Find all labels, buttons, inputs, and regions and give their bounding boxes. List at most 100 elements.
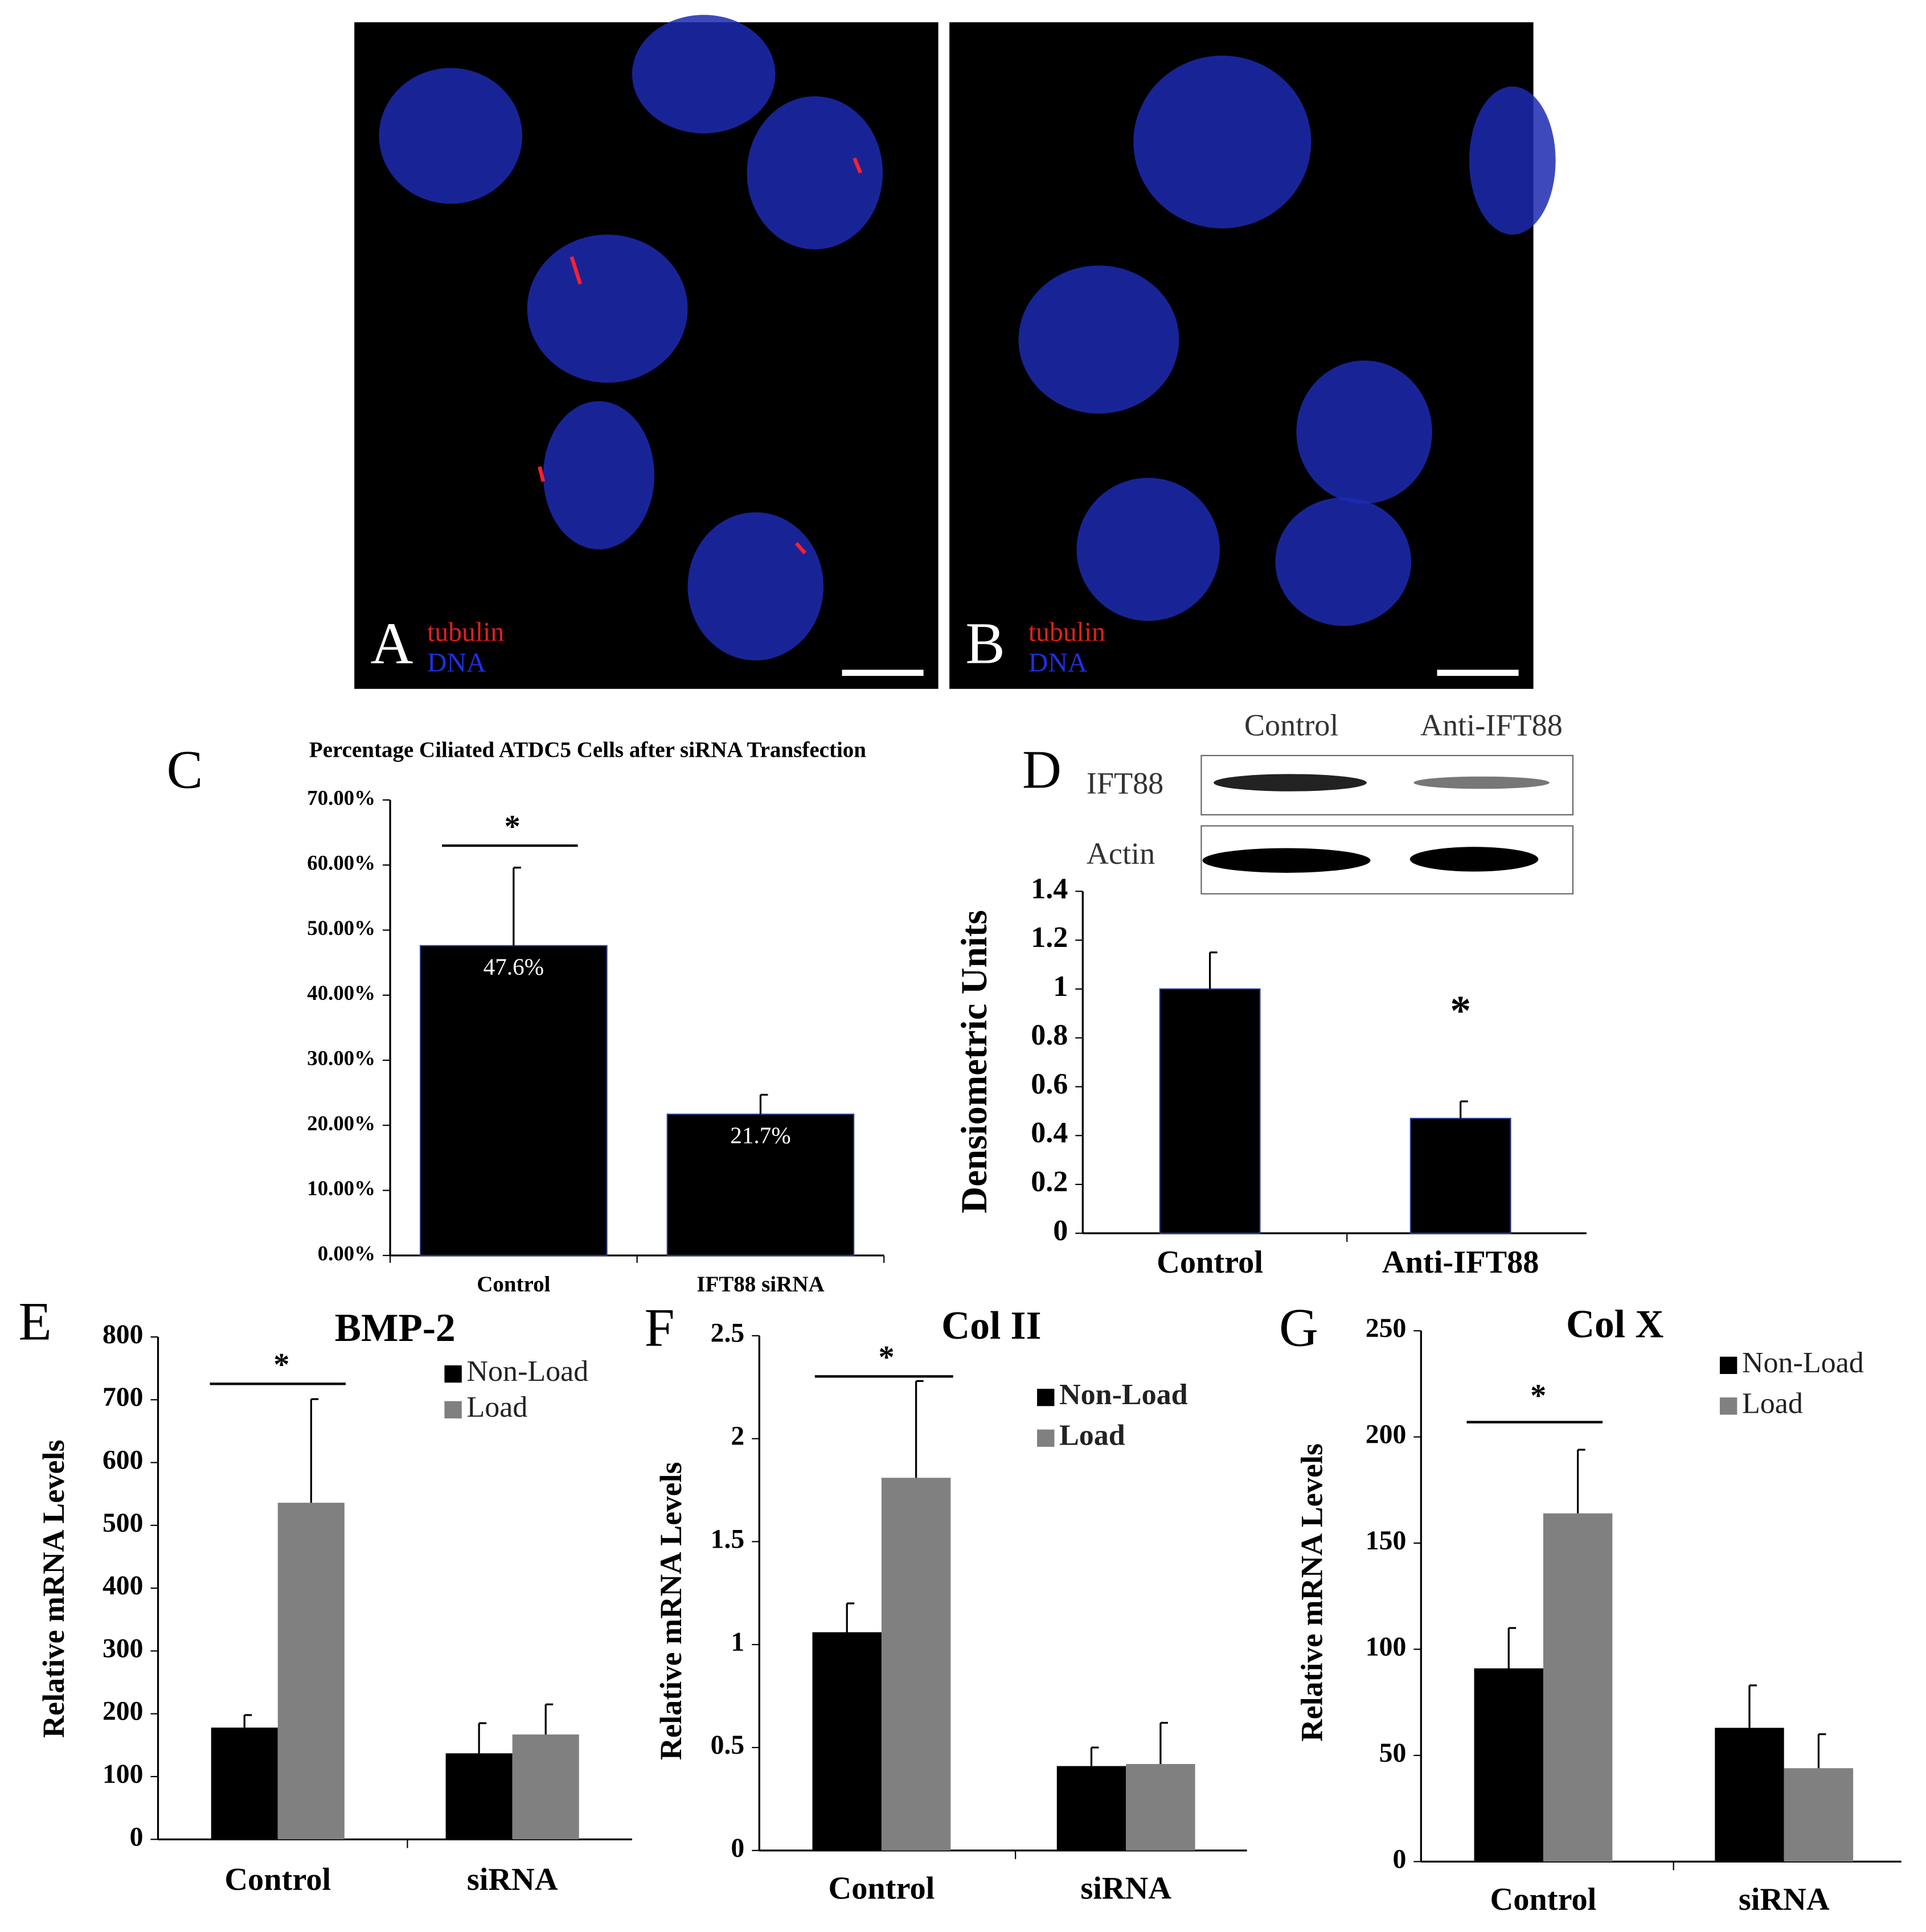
significance-star: * <box>878 1340 894 1375</box>
y-tick-label: 20.00% <box>307 1111 375 1135</box>
chart-title: Col X <box>1566 1303 1663 1347</box>
bar <box>211 1727 278 1840</box>
error-bar <box>513 867 521 946</box>
y-tick-label: 100 <box>1366 1632 1407 1662</box>
x-tick-label: siRNA <box>467 1862 558 1897</box>
y-tick-label: 400 <box>103 1571 144 1601</box>
significance-star: * <box>1450 987 1471 1033</box>
bar <box>1474 1668 1543 1862</box>
legend-swatch <box>1719 1356 1738 1375</box>
x-tick-label: Control <box>1157 1245 1263 1280</box>
error-bar <box>243 1714 252 1728</box>
bar <box>1159 988 1261 1234</box>
stain-label: tubulin <box>427 617 504 647</box>
bar <box>666 1113 855 1256</box>
y-tick-label: 1.4 <box>1031 872 1068 905</box>
bar <box>881 1478 951 1851</box>
y-tick-label: 0.5 <box>711 1730 745 1760</box>
legend-swatch <box>444 1365 462 1383</box>
error-bar <box>915 1380 924 1478</box>
chart-title: Col II <box>941 1304 1041 1348</box>
y-tick-label: 10.00% <box>307 1176 375 1200</box>
stain-label: DNA <box>1028 649 1088 678</box>
blot-row: IFT88 <box>1087 766 1163 801</box>
micrograph-b: B tubulin DNA <box>949 22 1556 689</box>
legend-label: Non-Load <box>466 1355 588 1388</box>
error-bar <box>1748 1684 1757 1728</box>
bar <box>1056 1766 1126 1851</box>
legend-label: Load <box>466 1391 527 1424</box>
y-tick-label: 250 <box>1366 1314 1407 1343</box>
significance-star: * <box>505 809 521 844</box>
legend-label: Non-Load <box>1742 1347 1864 1379</box>
bar <box>1409 1118 1511 1234</box>
y-tick-label: 0.4 <box>1031 1117 1068 1149</box>
y-tick-label: 50.00% <box>307 916 375 940</box>
x-tick-label: Control <box>829 1871 935 1906</box>
error-bar <box>846 1602 855 1632</box>
error-bar <box>1817 1733 1826 1769</box>
y-tick-label: 1.5 <box>711 1524 745 1554</box>
bar <box>420 945 608 1256</box>
bar <box>277 1503 345 1840</box>
legend-label: Load <box>1742 1387 1803 1420</box>
x-tick-label: siRNA <box>1080 1871 1171 1906</box>
legend-swatch <box>444 1401 462 1419</box>
y-axis-label: Relative mRNA Levels <box>1294 1443 1329 1742</box>
y-tick-label: 1 <box>731 1627 744 1657</box>
y-axis-label: Relative mRNA Levels <box>654 1462 688 1760</box>
chart-title: BMP-2 <box>335 1306 456 1350</box>
error-bar <box>544 1703 554 1735</box>
x-tick-label: Control <box>224 1862 331 1897</box>
y-tick-label: 50 <box>1379 1738 1407 1768</box>
y-tick-label: 700 <box>103 1383 144 1412</box>
y-tick-label: 0.8 <box>1031 1019 1068 1052</box>
y-tick-label: 500 <box>103 1508 144 1538</box>
y-tick-label: 800 <box>103 1320 144 1349</box>
significance-star: * <box>273 1347 289 1383</box>
legend-label: Non-Load <box>1059 1379 1188 1411</box>
bar <box>1126 1763 1195 1851</box>
y-tick-label: 2.5 <box>711 1319 745 1348</box>
panel-letter: D <box>1022 739 1062 799</box>
error-bar <box>759 1093 768 1114</box>
panel-letter: B <box>965 610 1005 676</box>
bar <box>512 1734 579 1840</box>
stain-label: tubulin <box>1028 617 1105 647</box>
western-blot: Control Anti-IFT88 IFT88 Actin <box>1087 708 1574 895</box>
y-tick-label: 1 <box>1053 970 1068 1003</box>
x-tick-label: siRNA <box>1739 1882 1830 1917</box>
bar <box>1784 1768 1854 1862</box>
error-bar <box>1208 951 1218 989</box>
blot-row: Actin <box>1087 836 1155 871</box>
error-bar <box>1507 1627 1517 1669</box>
legend-swatch <box>1037 1389 1055 1406</box>
x-tick-label: Control <box>1490 1882 1597 1917</box>
y-axis-label: Densiometric Units <box>954 910 995 1213</box>
error-bar <box>1460 1100 1468 1119</box>
error-bar <box>478 1722 487 1754</box>
y-tick-label: 70.00% <box>307 786 375 809</box>
panel-letter: G <box>1279 1297 1318 1357</box>
y-tick-label: 200 <box>1366 1420 1407 1450</box>
error-bar <box>310 1398 319 1503</box>
y-tick-label: 2 <box>731 1422 744 1451</box>
y-tick-label: 30.00% <box>307 1046 375 1069</box>
legend-label: Load <box>1059 1420 1125 1452</box>
value-label: 47.6% <box>483 954 544 980</box>
y-tick-label: 0.2 <box>1031 1166 1068 1198</box>
y-tick-label: 0 <box>1392 1844 1406 1874</box>
value-label: 21.7% <box>730 1122 790 1148</box>
y-tick-label: 0 <box>130 1822 144 1852</box>
y-tick-label: 0 <box>731 1833 744 1863</box>
bar <box>445 1753 513 1840</box>
panel-letter: A <box>370 610 413 676</box>
blot-column: Control <box>1244 708 1339 743</box>
y-tick-label: 300 <box>103 1634 144 1663</box>
legend-swatch <box>1037 1429 1055 1447</box>
error-bar <box>1159 1722 1168 1764</box>
y-tick-label: 0.00% <box>318 1241 375 1265</box>
bar <box>812 1632 882 1851</box>
